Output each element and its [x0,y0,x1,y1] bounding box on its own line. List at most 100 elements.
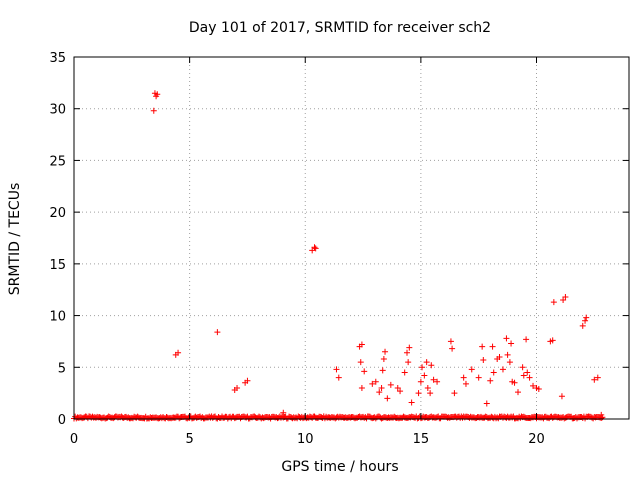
data-point [397,388,404,395]
y-tick-label: 25 [49,154,66,169]
y-tick-label: 0 [58,413,66,428]
data-points [71,90,606,422]
axis-ticks [73,56,629,420]
data-point [558,393,565,400]
data-point [462,380,469,387]
data-point [333,366,340,373]
data-point [451,390,458,397]
data-point [504,351,511,358]
data-point [499,366,506,373]
data-point [562,293,569,300]
y-tick-labels: 0 5 10 15 20 25 30 35 [49,51,66,428]
data-point [427,390,434,397]
data-point [479,343,486,350]
data-point [417,378,424,385]
data-point [475,374,482,381]
data-point [404,349,410,356]
data-point [309,247,316,254]
data-point [378,384,385,391]
data-point [376,389,383,396]
data-point [405,359,412,366]
data-point [335,374,342,381]
data-point [423,359,430,366]
data-point [175,349,182,356]
y-tick-label: 35 [49,51,66,66]
data-point [387,381,394,388]
data-point [380,356,387,363]
data-point [549,337,556,344]
data-point [408,399,415,406]
data-point [358,341,365,348]
data-point [421,372,428,379]
y-tick-label: 20 [49,206,66,221]
data-point [424,384,431,391]
data-point [598,411,605,418]
data-point [150,107,157,114]
data-point [503,335,510,342]
x-tick-labels: 0 5 10 15 20 [70,432,545,447]
data-point [535,386,542,393]
data-point [361,368,368,375]
x-tick-label: 10 [297,432,314,447]
data-point [358,384,365,391]
data-point [508,340,515,347]
plot-frame [73,56,630,420]
data-point [489,343,496,350]
y-tick-label: 5 [58,361,66,376]
data-point [526,374,533,381]
data-point [530,382,537,389]
data-point [511,379,518,386]
x-tick-label: 15 [413,432,430,447]
data-point [382,348,389,355]
data-point [582,317,589,324]
data-point [447,338,454,345]
data-point [428,362,435,369]
data-point [406,344,413,351]
x-axis-label: GPS time / hours [281,459,398,475]
y-tick-label: 15 [49,258,66,273]
data-point [480,357,487,364]
data-point [384,395,391,402]
data-point [244,377,251,384]
y-tick-label: 10 [49,310,66,325]
data-point [490,369,497,376]
data-point [214,329,221,336]
data-point [468,366,475,373]
data-point [434,378,441,385]
data-point [496,353,503,360]
data-point [430,376,437,383]
data-point [583,314,590,321]
data-point [449,345,456,352]
data-point [460,374,467,381]
data-point [234,384,241,391]
x-tick-label: 20 [528,432,545,447]
data-point [415,390,422,397]
y-tick-label: 30 [49,103,66,118]
data-point [579,322,586,329]
data-point [487,377,494,384]
x-tick-label: 5 [185,432,193,447]
data-point [560,297,567,304]
grid-lines [74,57,629,419]
data-point [372,378,379,385]
data-point [550,299,557,306]
data-point [401,369,408,376]
x-tick-label: 0 [70,432,78,447]
data-point [394,384,401,391]
data-point [520,372,527,379]
data-point [369,380,376,387]
data-point [357,359,364,366]
data-point [483,400,490,407]
y-axis-label: SRMTID / TECUs [7,183,23,296]
data-point [280,409,287,416]
data-point [506,359,513,366]
data-point [591,376,598,383]
data-point [519,364,526,371]
data-point [523,336,530,343]
data-point [379,367,386,374]
data-point [594,374,601,381]
data-point [154,91,161,98]
data-point [419,364,426,371]
